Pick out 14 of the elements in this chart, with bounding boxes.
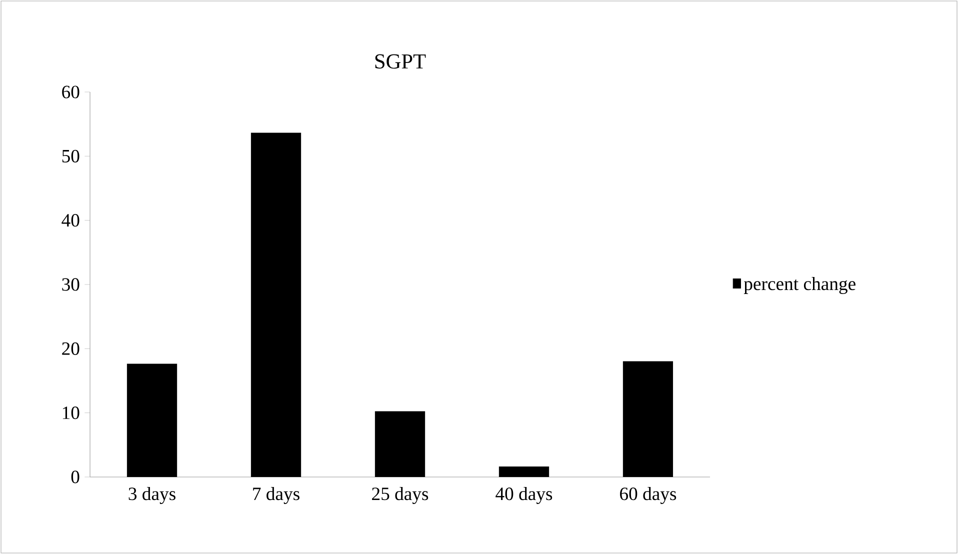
chart-title: SGPT <box>375 54 426 69</box>
x-tick-label: 60 days <box>620 487 676 504</box>
x-tick-label: 7 days <box>253 487 300 504</box>
x-tick-label: 40 days <box>496 487 552 504</box>
y-tick-label: 0 <box>71 470 80 484</box>
y-tick-label: 40 <box>62 214 80 227</box>
y-tick-label: 10 <box>62 406 80 420</box>
x-tick-label: 3 days <box>128 487 176 504</box>
y-tick-label: 60 <box>62 86 80 98</box>
legend-label: percent change <box>744 277 856 294</box>
x-tick-label: 25 days <box>372 487 428 504</box>
y-tick-label: 30 <box>62 278 80 291</box>
y-tick-label: 50 <box>62 150 80 162</box>
y-tick-label: 20 <box>62 342 80 355</box>
